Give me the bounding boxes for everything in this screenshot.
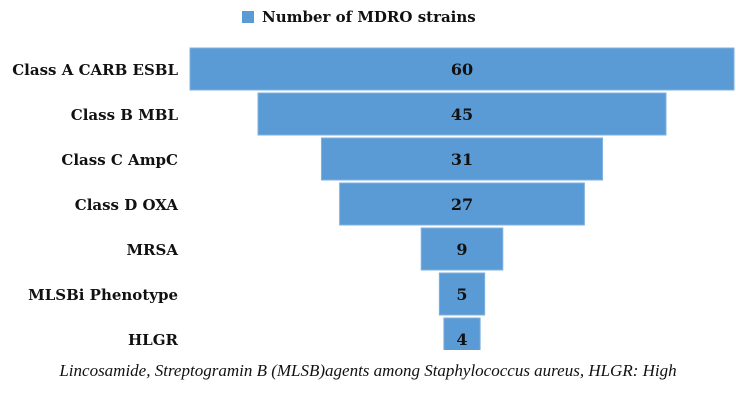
legend-swatch [242, 11, 254, 23]
funnel-bar [339, 182, 585, 226]
data-label: 5 [456, 285, 467, 304]
data-label: 4 [456, 330, 467, 349]
funnel-bar [257, 92, 667, 136]
legend: Number of MDRO strains [242, 6, 476, 28]
category-label: HLGR [128, 331, 179, 349]
funnel-bar [438, 272, 486, 316]
category-label: Class D OXA [75, 196, 179, 214]
data-label: 9 [456, 240, 467, 259]
data-label: 60 [451, 60, 473, 79]
figure-caption: Lincosamide, Streptogramin B (MLSB)agent… [59, 361, 677, 380]
funnel-bar [443, 317, 481, 350]
data-label: 45 [451, 105, 473, 124]
category-label: MRSA [126, 241, 178, 259]
funnel-bar [320, 137, 604, 181]
funnel-chart: Number of MDRO strains 60 Class A CARB ES… [12, 6, 735, 350]
legend-label: Number of MDRO strains [262, 8, 476, 26]
funnel-bar [420, 227, 504, 271]
category-label: MLSBi Phenotype [28, 286, 178, 304]
category-label: Class A CARB ESBL [12, 61, 178, 79]
category-label: Class B MBL [71, 106, 179, 124]
data-label: 27 [451, 195, 473, 214]
funnel-bar [189, 47, 735, 91]
category-label: Class C AmpC [61, 151, 178, 169]
data-label: 31 [451, 150, 473, 169]
